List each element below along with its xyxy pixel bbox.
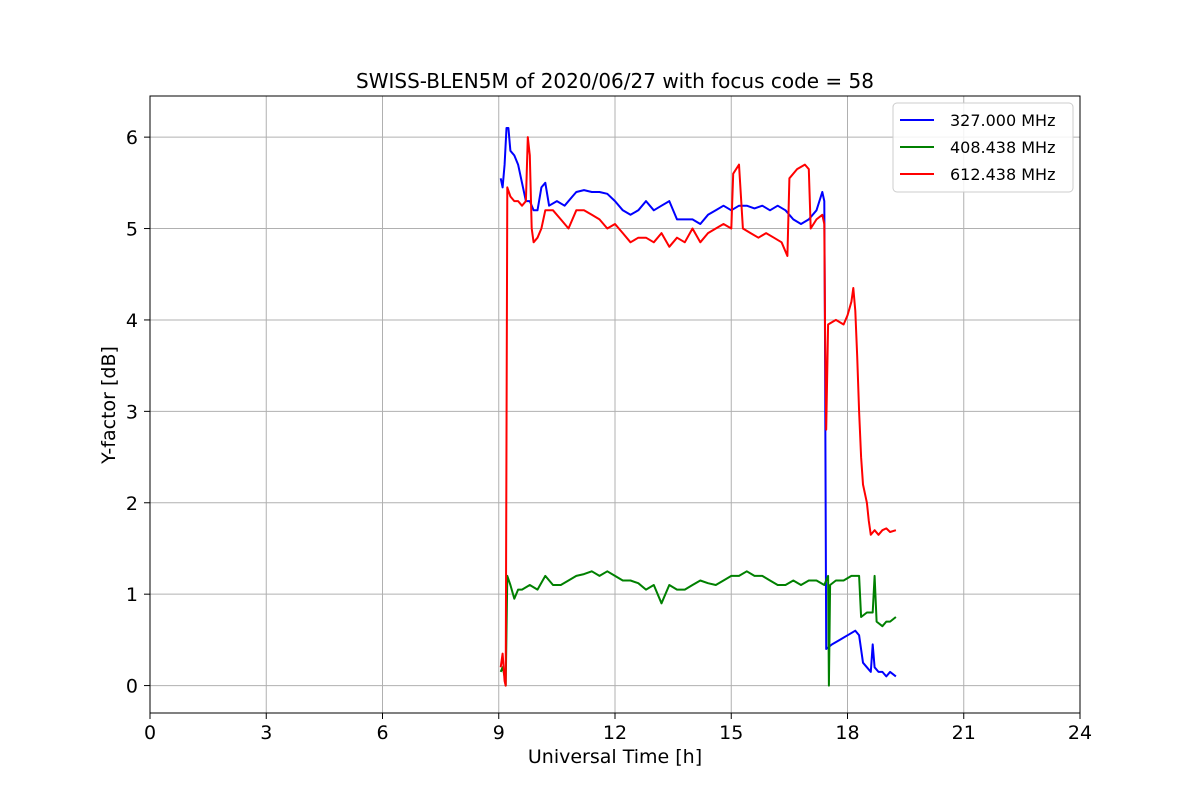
legend-label: 327.000 MHz [950,111,1055,130]
x-tick-label: 21 [952,722,976,744]
y-tick-label: 5 [126,219,138,241]
series-layer [499,127,897,687]
y-tick-label: 0 [126,676,138,698]
y-tick-label: 3 [126,401,138,423]
y-tick-label: 6 [126,127,138,149]
legend-label: 408.438 MHz [950,138,1055,157]
series-line [499,136,897,687]
x-tick-label: 3 [260,722,272,744]
x-tick-label: 18 [835,722,859,744]
y-tick-label: 4 [126,310,138,332]
series-line [499,127,897,678]
legend-label: 612.438 MHz [950,165,1055,184]
x-tick-label: 12 [603,722,627,744]
legend-box [892,102,1074,193]
legend: 327.000 MHz 408.438 MHz 612.438 MHz [892,102,1074,193]
x-tick-label: 0 [144,722,156,744]
x-tick-label: 24 [1068,722,1092,744]
x-axis-ticks: 0 3 6 9 12 15 18 21 24 [144,713,1092,744]
x-tick-label: 9 [493,722,505,744]
x-axis-label: Universal Time [h] [528,746,702,768]
y-tick-label: 2 [126,493,138,515]
y-axis-label: Y-factor [dB] [98,346,120,465]
series-line [499,570,897,687]
x-tick-label: 6 [376,722,388,744]
chart-title: SWISS-BLEN5M of 2020/06/27 with focus co… [356,69,874,93]
x-tick-label: 15 [719,722,743,744]
y-tick-label: 1 [126,584,138,606]
y-axis-ticks: 0 1 2 3 4 5 6 [126,127,150,698]
